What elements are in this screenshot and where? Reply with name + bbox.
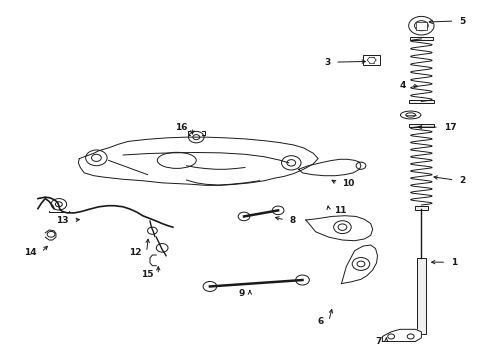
Circle shape [238, 212, 250, 221]
Text: 14: 14 [24, 248, 36, 257]
Circle shape [407, 334, 414, 339]
Polygon shape [382, 329, 421, 342]
Circle shape [147, 227, 157, 234]
Text: 11: 11 [334, 206, 346, 215]
Circle shape [357, 261, 365, 267]
FancyBboxPatch shape [409, 124, 434, 127]
Circle shape [388, 334, 394, 339]
Circle shape [418, 23, 424, 28]
Text: 2: 2 [460, 176, 465, 185]
Text: 6: 6 [318, 316, 324, 325]
FancyBboxPatch shape [416, 22, 427, 30]
Circle shape [334, 221, 351, 234]
Text: 9: 9 [239, 289, 245, 298]
Polygon shape [342, 245, 377, 284]
Text: 13: 13 [56, 216, 69, 225]
FancyBboxPatch shape [410, 37, 433, 40]
FancyBboxPatch shape [363, 55, 380, 65]
Polygon shape [306, 216, 373, 241]
Text: 3: 3 [324, 58, 330, 67]
Text: 16: 16 [175, 123, 188, 132]
Circle shape [51, 199, 67, 210]
Circle shape [193, 135, 200, 140]
Circle shape [338, 224, 347, 230]
Text: 10: 10 [343, 179, 355, 188]
Circle shape [287, 159, 295, 166]
Ellipse shape [406, 113, 416, 117]
Circle shape [282, 156, 301, 170]
Text: 8: 8 [290, 216, 296, 225]
Polygon shape [298, 159, 361, 176]
Circle shape [156, 244, 168, 252]
Text: 17: 17 [444, 123, 456, 132]
Text: 15: 15 [141, 270, 153, 279]
Text: 7: 7 [375, 337, 381, 346]
Ellipse shape [400, 111, 421, 119]
Circle shape [352, 257, 370, 270]
Circle shape [189, 131, 204, 143]
Circle shape [86, 150, 107, 166]
Circle shape [356, 162, 366, 169]
Text: 5: 5 [460, 17, 465, 26]
Polygon shape [78, 137, 318, 185]
FancyBboxPatch shape [416, 257, 426, 334]
Circle shape [295, 275, 309, 285]
Circle shape [415, 21, 428, 31]
Circle shape [203, 282, 217, 292]
Circle shape [55, 202, 62, 207]
Ellipse shape [157, 152, 196, 168]
FancyBboxPatch shape [409, 100, 434, 103]
Circle shape [92, 154, 101, 161]
Text: 4: 4 [399, 81, 406, 90]
Text: 1: 1 [451, 258, 457, 267]
FancyBboxPatch shape [415, 206, 428, 210]
Circle shape [47, 231, 55, 237]
Circle shape [409, 17, 434, 35]
Text: 12: 12 [129, 248, 142, 257]
Circle shape [272, 206, 284, 215]
